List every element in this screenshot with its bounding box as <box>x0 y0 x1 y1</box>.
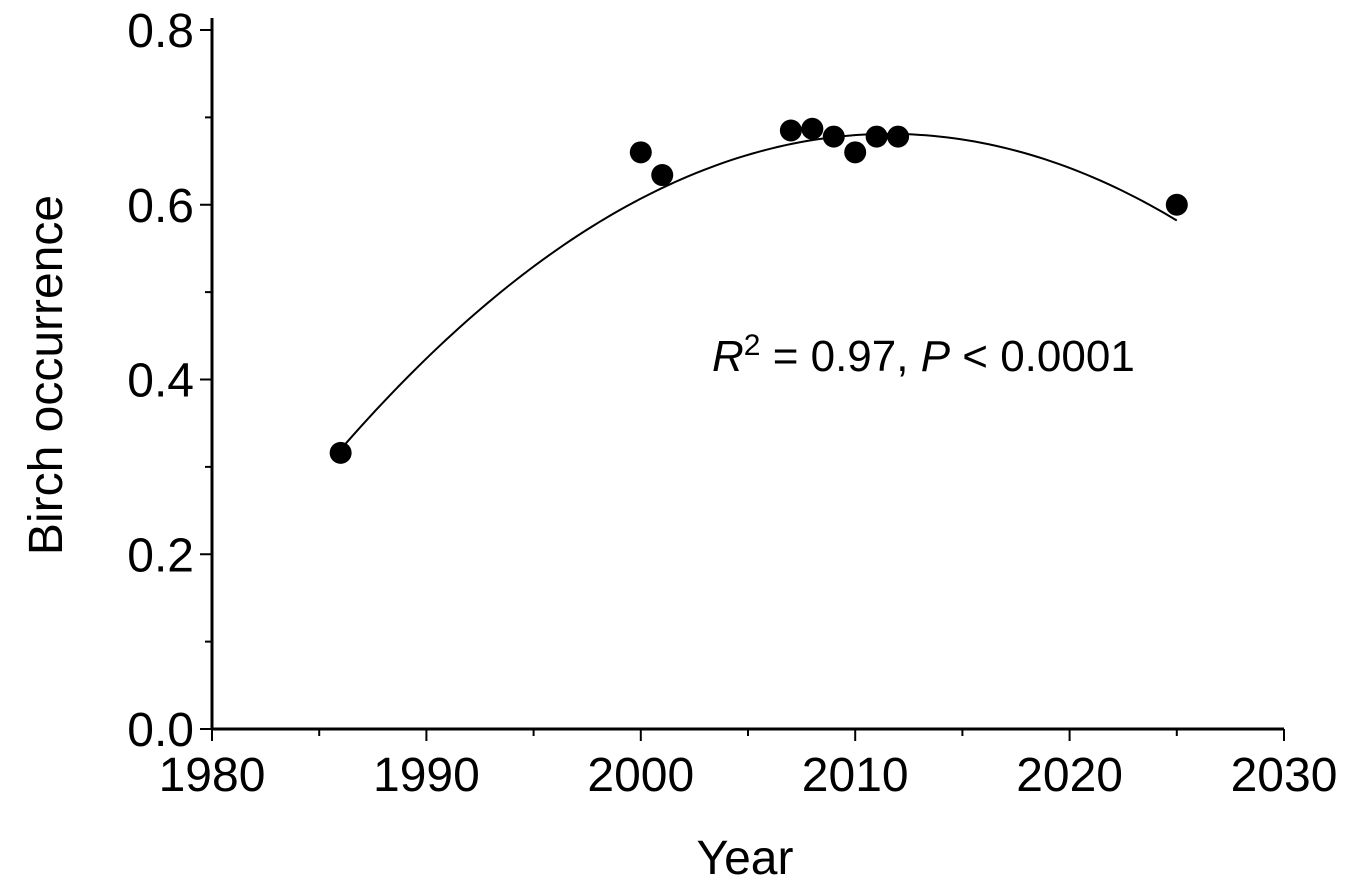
data-point <box>844 141 867 164</box>
r-value: = 0.97, <box>760 332 920 381</box>
y-tick-label: 0.4 <box>127 355 194 408</box>
data-point <box>801 117 824 140</box>
data-point <box>329 441 352 464</box>
x-tick-label: 1980 <box>159 749 266 802</box>
y-tick-label: 0.2 <box>127 529 194 582</box>
x-tick-label: 2020 <box>1016 749 1123 802</box>
y-tick-label: 0.0 <box>127 704 194 757</box>
p-symbol: P <box>921 332 951 381</box>
data-point <box>779 119 802 142</box>
fit-statistics-annotation: R2 = 0.97, P < 0.0001 <box>712 329 1135 382</box>
data-point <box>865 125 888 148</box>
data-point <box>651 164 674 187</box>
quadratic-fit-line <box>339 132 1178 451</box>
y-axis-label: Birch occurrence <box>20 195 73 555</box>
data-point <box>1165 193 1188 216</box>
p-value: < 0.0001 <box>950 332 1135 381</box>
r-exponent: 2 <box>744 329 761 362</box>
y-axis-ticks: 0.0 0.2 0.4 0.6 0.8 <box>127 5 212 757</box>
y-tick-label: 0.6 <box>127 180 194 233</box>
data-point <box>822 125 845 148</box>
fit-curve-layer <box>339 132 1178 451</box>
x-tick-label: 2000 <box>587 749 694 802</box>
x-axis-label: Year <box>697 832 794 885</box>
data-points <box>329 117 1188 464</box>
x-tick-label: 2030 <box>1231 749 1338 802</box>
data-point <box>887 125 910 148</box>
data-point <box>629 141 652 164</box>
x-tick-label: 2010 <box>802 749 909 802</box>
y-tick-label: 0.8 <box>127 5 194 58</box>
x-axis-ticks: 1980 1990 2000 2010 2020 2030 <box>159 729 1338 802</box>
x-tick-label: 1990 <box>373 749 480 802</box>
r-symbol: R <box>712 332 744 381</box>
